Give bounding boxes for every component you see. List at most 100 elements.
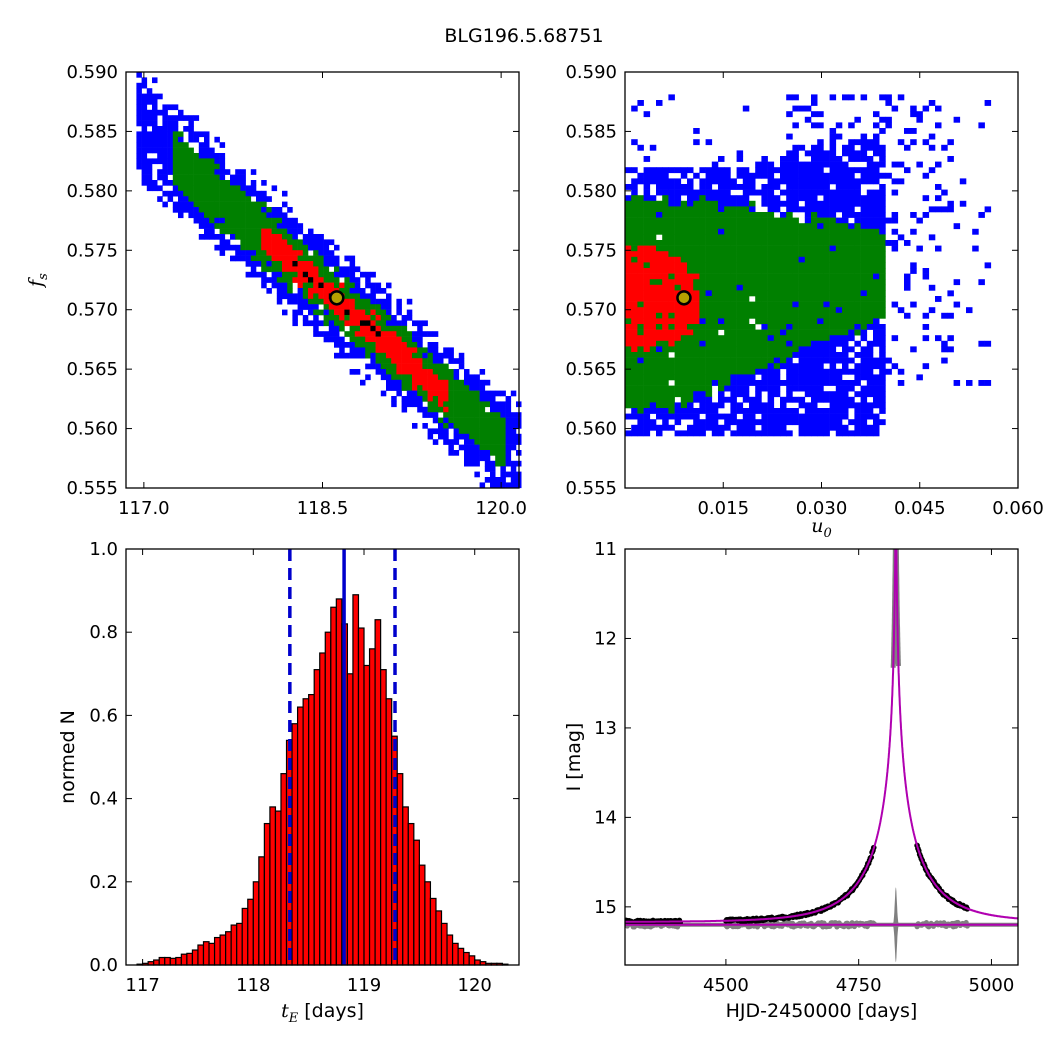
density-bin [649,223,657,230]
density-bin [313,271,319,278]
x-axis-label: HJD-2450000 [days] [726,1000,918,1022]
density-bin [749,251,756,258]
density-bin [209,228,215,235]
density-bin [146,93,153,100]
density-bin [313,261,319,267]
density-bin [829,206,837,213]
density-bin [811,357,818,364]
histogram-bar [418,864,426,966]
density-bin [879,212,886,218]
density-bin [438,406,444,413]
density-bin [469,460,475,467]
density-bin [157,158,163,165]
density-bin [879,374,886,381]
density-bin [625,296,632,302]
density-bin [798,357,806,364]
density-bin [866,206,874,213]
density-bin [811,156,818,162]
density-bin [860,133,868,140]
density-bin [412,342,418,348]
density-bin [256,201,262,208]
density-bin [505,460,512,467]
density-bin [323,309,330,316]
density-bin [141,169,148,175]
density-bin [699,374,706,381]
histogram-bar [258,856,265,966]
density-bin [842,391,849,398]
density-bin [422,396,428,402]
density-bin [152,185,158,192]
density-bin [674,335,682,342]
histogram-bar [446,934,454,966]
density-bin [860,200,868,207]
density-bin [811,251,818,258]
density-bin [693,413,700,420]
density-bin [687,346,694,353]
density-bin [469,401,475,408]
density-bin [668,234,675,241]
density-bin [736,352,744,358]
density-bin [637,408,644,414]
density-bin [724,396,731,403]
density-bin [786,223,793,230]
density-bin [349,293,356,300]
density-bin [167,126,174,132]
y-tick-label: 0.585 [565,121,617,142]
density-bin [292,255,298,262]
density-bin [297,223,304,229]
density-bin [804,217,812,224]
density-bin [811,324,818,330]
density-bin [375,369,382,375]
density-bin [866,228,874,235]
density-bin [443,390,449,397]
density-bin [495,439,501,445]
density-bin [693,312,700,319]
density-bin [823,312,830,319]
density-bin [453,390,460,397]
density-bin [804,167,812,174]
density-bin [656,318,663,325]
density-bin [767,396,775,403]
density-bin [141,104,148,111]
density-bin [842,94,849,101]
density-bin [469,428,475,435]
density-bin [860,251,868,258]
density-bin [829,195,837,202]
density-bin [829,212,837,218]
density-bin [354,342,361,348]
density-bin [380,320,387,327]
density-bin [823,413,830,420]
density-bin [854,139,861,146]
density-bin [427,412,434,418]
density-bin [848,368,855,375]
density-bin [448,417,454,424]
density-bin [643,352,651,358]
density-bin [680,234,688,241]
density-bin [680,262,688,269]
density-bin [835,357,843,364]
density-bin [292,271,298,278]
density-bin [649,312,657,319]
density-bin [860,234,868,241]
density-bin [829,301,837,308]
density-bin [897,161,905,168]
density-bin [152,115,158,121]
density-bin [391,363,397,370]
density-bin [469,423,475,429]
density-bin [773,178,781,185]
density-bin [767,318,775,325]
density-bin [500,423,506,429]
density-bin [780,430,787,437]
density-bin [438,423,444,429]
density-bin [637,352,644,358]
density-bin [432,347,439,354]
density-bin [854,200,861,207]
density-bin [773,195,781,202]
density-bin [287,288,293,294]
density-bin [730,212,737,218]
density-bin [693,318,700,325]
density-bin [152,158,158,165]
density-bin [767,307,775,314]
histogram-bar [296,706,304,966]
density-bin [817,172,824,179]
